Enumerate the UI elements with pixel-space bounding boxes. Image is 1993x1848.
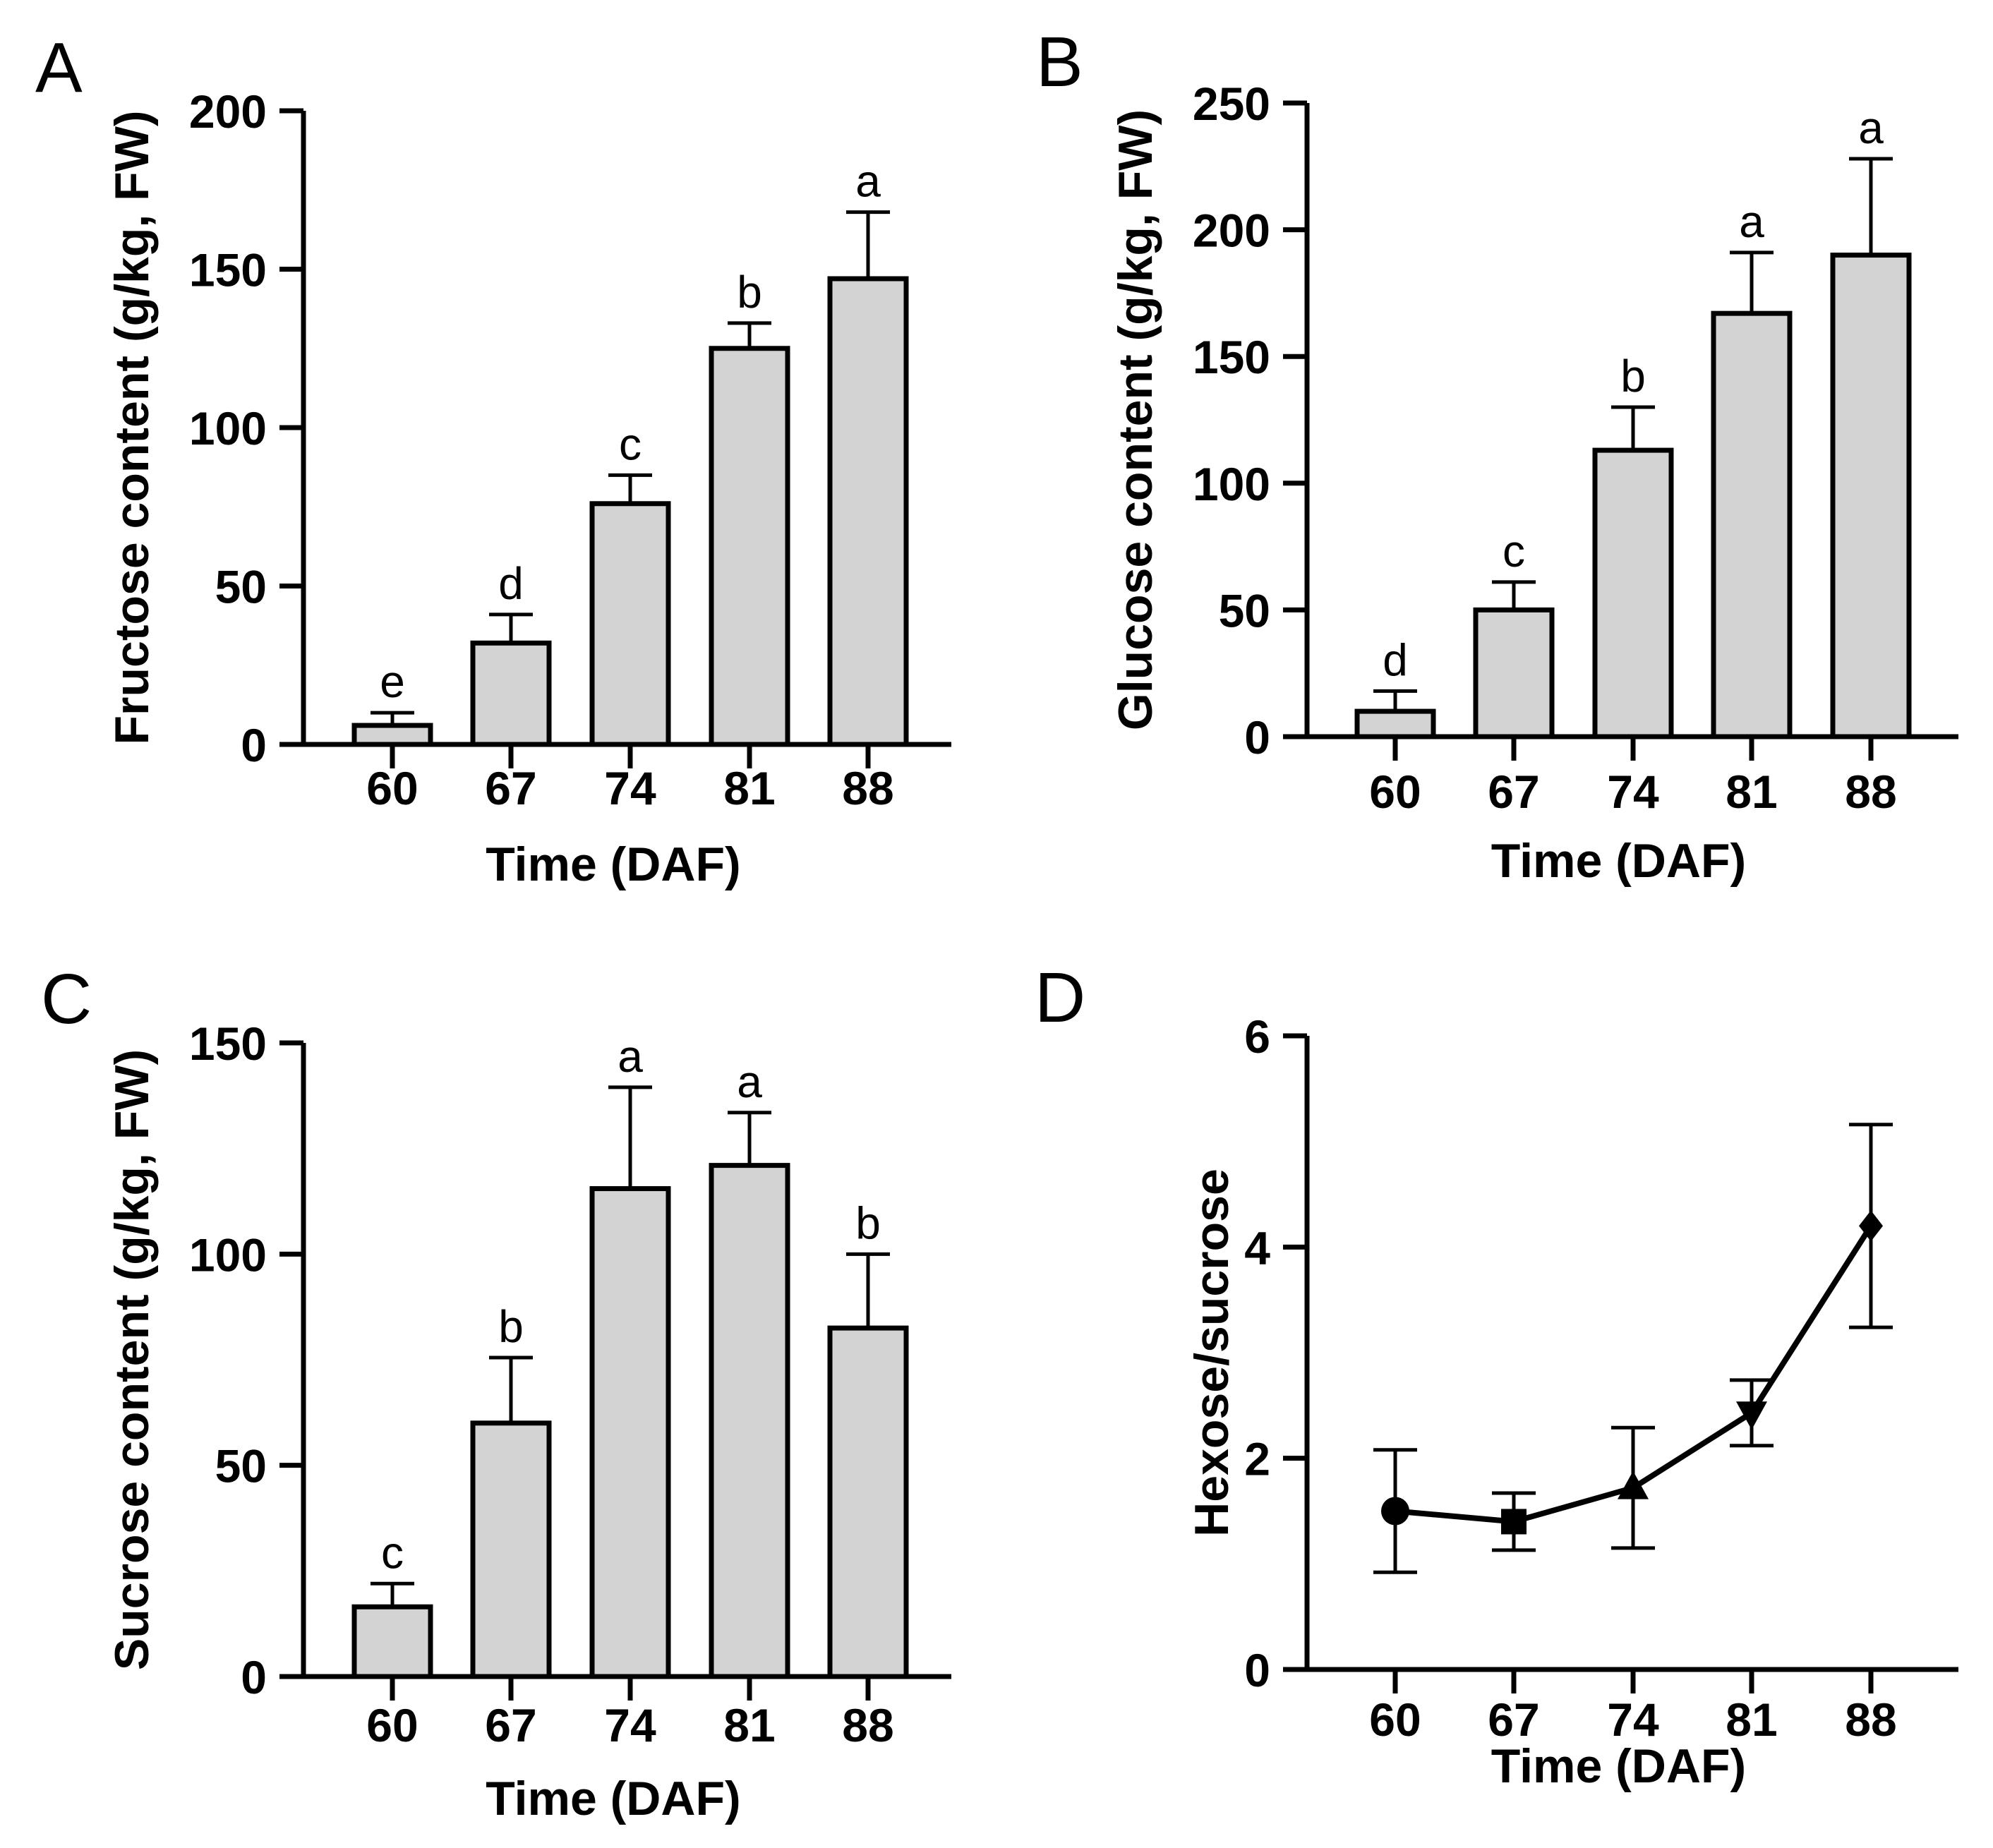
- bar-81: [1711, 310, 1793, 739]
- significance-letter: d: [1383, 634, 1408, 685]
- significance-letter: a: [1858, 102, 1884, 153]
- x-tick-label: 67: [1488, 1693, 1539, 1746]
- bar-67: [470, 1420, 552, 1679]
- x-tick-label: 88: [1845, 766, 1896, 818]
- significance-letter: b: [855, 1197, 881, 1248]
- x-tick-label: 81: [1726, 1693, 1777, 1746]
- y-tick-label: 200: [1193, 205, 1270, 257]
- y-tick-label: 6: [1244, 1010, 1270, 1063]
- y-tick-label: 200: [189, 85, 267, 138]
- x-tick-label: 60: [1369, 1693, 1421, 1746]
- marker-60: [1381, 1497, 1409, 1526]
- panel-label: A: [35, 28, 83, 107]
- x-tick-label: 60: [366, 1699, 418, 1751]
- x-tick-label: 88: [842, 762, 893, 814]
- panel-a: A 0 50 100 150 200 60 67 74 81 88 Time (DAF) Fructos…: [35, 28, 951, 891]
- significance-letter: b: [1620, 351, 1646, 401]
- significance-letter: b: [498, 1301, 524, 1352]
- bar-60: [351, 1604, 433, 1679]
- significance-letter: c: [1503, 526, 1525, 576]
- x-tick-label: 81: [1726, 766, 1777, 818]
- y-tick-label: 0: [1244, 1644, 1270, 1696]
- y-tick-label: 0: [241, 719, 267, 771]
- bar-74: [589, 501, 671, 747]
- y-tick-label: 50: [215, 1440, 267, 1492]
- y-tick-label: 100: [189, 1228, 267, 1281]
- y-axis-title: Hexose/sucrose: [1185, 1168, 1239, 1537]
- bar-74: [1592, 447, 1674, 739]
- y-tick-label: 100: [1193, 458, 1270, 510]
- panel-d: D 0 2 4 6 60 67 74 81 88 Time (DAF) Hexose/sucrose: [1035, 958, 1958, 1793]
- significance-letter: e: [380, 656, 405, 707]
- marker-74: [1618, 1470, 1649, 1499]
- y-tick-label: 150: [1193, 331, 1270, 383]
- marker-67: [1501, 1509, 1527, 1535]
- bar-60: [351, 723, 433, 747]
- bar-74: [589, 1186, 671, 1679]
- y-tick-label: 2: [1244, 1433, 1270, 1485]
- bar-81: [709, 1163, 790, 1679]
- significance-letter: a: [1739, 196, 1764, 247]
- x-axis-title: Time (DAF): [486, 1772, 740, 1825]
- bar-81: [709, 346, 790, 747]
- marker-88: [1859, 1210, 1883, 1242]
- y-tick-label: 50: [1219, 584, 1270, 636]
- significance-letter: c: [381, 1527, 404, 1578]
- y-tick-label: 150: [189, 1017, 267, 1070]
- y-axis-title: Sucrose content (g/kg, FW): [105, 1049, 159, 1670]
- y-tick-label: 250: [1193, 78, 1270, 130]
- panel-label: C: [41, 960, 92, 1039]
- x-axis-title: Time (DAF): [1491, 1739, 1746, 1793]
- y-axis-title: Glucose content (g/kg, FW): [1109, 109, 1162, 730]
- bar-67: [1473, 607, 1555, 739]
- x-axis-title: Time (DAF): [1491, 834, 1746, 888]
- y-axis-title: Fructose content (g/kg, FW): [105, 110, 159, 744]
- x-tick-label: 74: [1607, 1693, 1659, 1746]
- significance-letter: d: [498, 558, 524, 609]
- significance-letter: a: [618, 1031, 643, 1082]
- panel-b: B 0 50 100 150 200 250 60 67 74 81 88 Time (DAF) Gluc…: [1036, 23, 1958, 888]
- x-tick-label: 67: [1488, 766, 1539, 818]
- significance-letter: a: [737, 1056, 762, 1107]
- x-tick-label: 67: [485, 762, 536, 814]
- y-tick-label: 0: [1244, 711, 1270, 763]
- x-tick-label: 60: [366, 762, 418, 814]
- bar-67: [470, 640, 552, 747]
- x-tick-label: 74: [1607, 766, 1659, 818]
- y-tick-label: 4: [1244, 1221, 1270, 1274]
- y-tick-label: 100: [189, 402, 267, 454]
- bar-88: [827, 1325, 909, 1679]
- x-tick-label: 81: [723, 1699, 775, 1751]
- x-tick-label: 81: [723, 762, 775, 814]
- x-tick-label: 88: [842, 1699, 893, 1751]
- panel-label: D: [1035, 958, 1085, 1037]
- x-axis-title: Time (DAF): [486, 838, 740, 891]
- x-tick-label: 88: [1845, 1693, 1896, 1746]
- significance-letter: a: [855, 156, 881, 207]
- panel-label: B: [1036, 23, 1083, 102]
- x-tick-label: 67: [485, 1699, 536, 1751]
- x-tick-label: 74: [604, 1699, 656, 1751]
- x-tick-label: 74: [604, 762, 656, 814]
- bar-88: [1830, 253, 1912, 739]
- panel-c: C 0 50 100 150 60 67 74 81 88 Time (DAF) Sucrose co…: [41, 960, 951, 1825]
- y-tick-label: 150: [189, 244, 267, 296]
- y-tick-label: 0: [241, 1651, 267, 1703]
- marker-81: [1736, 1401, 1767, 1430]
- x-tick-label: 60: [1369, 766, 1421, 818]
- y-tick-label: 50: [215, 561, 267, 613]
- significance-letter: c: [619, 418, 642, 469]
- bar-88: [827, 276, 909, 747]
- significance-letter: b: [737, 267, 762, 318]
- bar-60: [1354, 708, 1436, 739]
